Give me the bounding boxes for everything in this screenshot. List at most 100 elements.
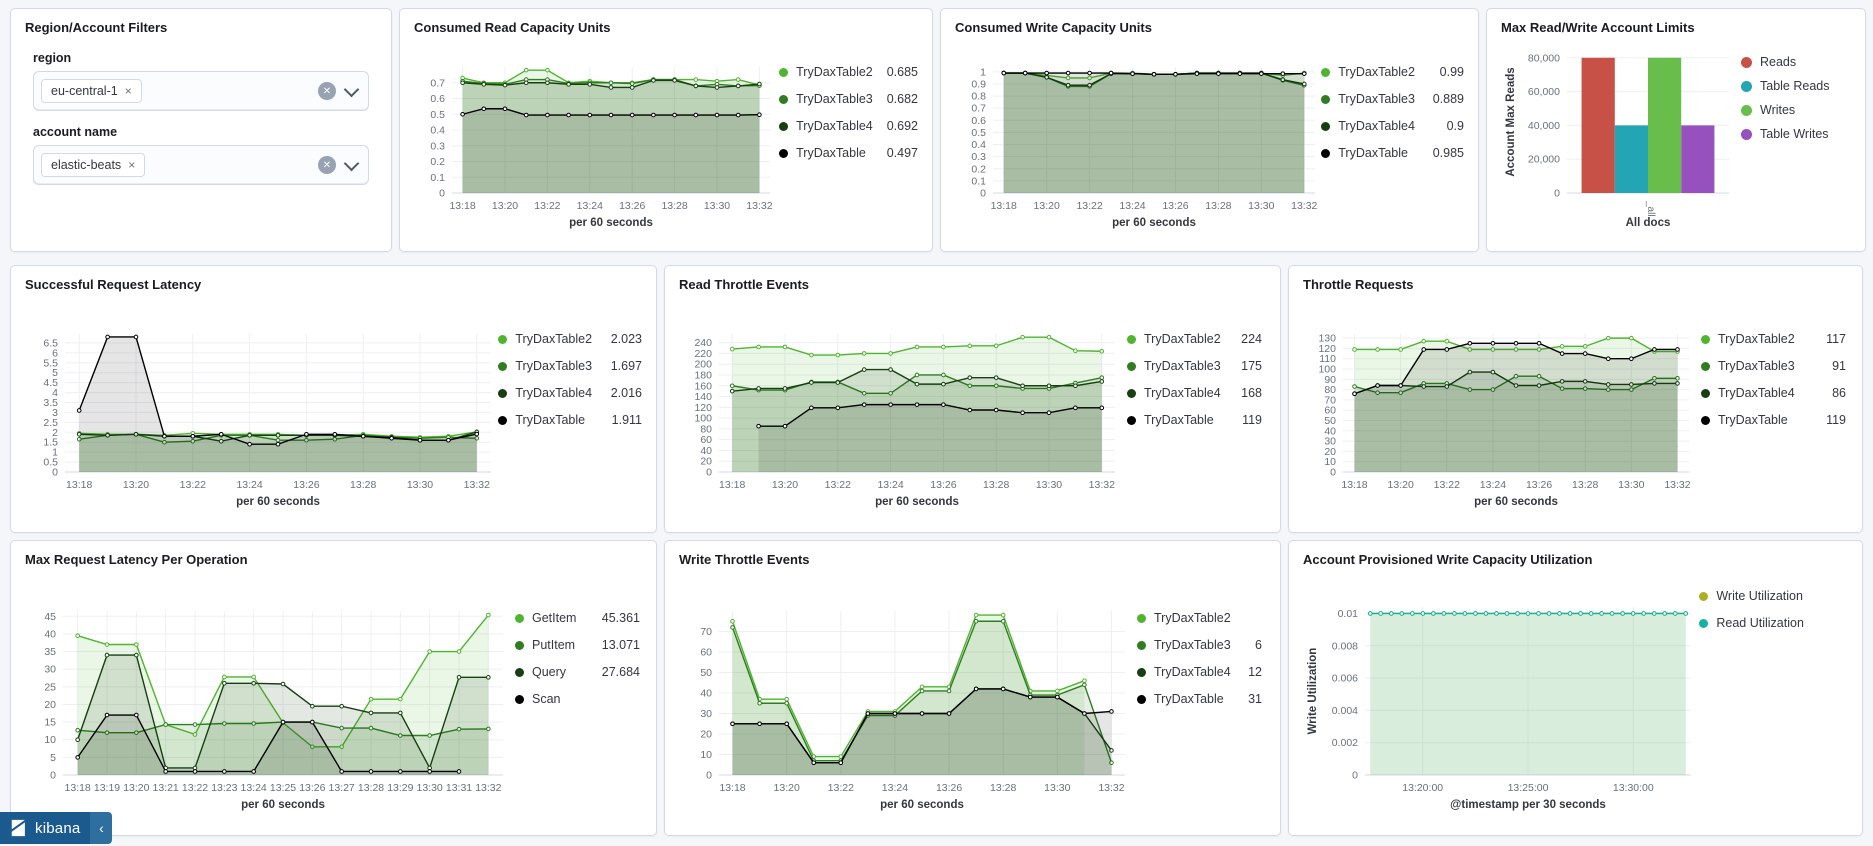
write-utilization-chart[interactable]: 0.01 0.008 0.006 0.004 0.002 0 13:20:00 13:25:0… [1303,571,1699,823]
legend-item[interactable]: TryDaxTable2 117 [1701,332,1846,346]
svg-text:13:20: 13:20 [772,479,798,491]
legend-item[interactable]: Writes [1741,103,1846,117]
legend-dot-icon [1127,388,1136,398]
legend-series-value: 45.361 [601,611,640,625]
account-combobox[interactable]: elastic-beats × ✕ [33,145,369,185]
svg-text:3: 3 [52,407,58,419]
legend-item[interactable]: TryDaxTable 1.911 [498,413,642,427]
legend-item[interactable]: TryDaxTable2 [1137,611,1262,625]
chart-legend: TryDaxTable2 117 TryDaxTable3 91 TryDaxTable… [1701,332,1846,518]
legend-item[interactable]: TryDaxTable4 0.9 [1321,119,1464,133]
chevron-down-icon[interactable] [343,155,360,171]
legend-item[interactable]: TryDaxTable 0.985 [1321,146,1464,160]
svg-text:13:28: 13:28 [358,782,384,794]
legend-item[interactable]: TryDaxTable 31 [1137,692,1262,706]
account-field-label: account name [33,125,118,139]
svg-text:30: 30 [700,708,712,720]
legend-series-value: 12 [1248,665,1262,679]
clear-account-icon[interactable]: ✕ [318,156,336,174]
legend-item[interactable]: TryDaxTable3 91 [1701,359,1846,373]
legend-item[interactable]: TryDaxTable4 12 [1137,665,1262,679]
svg-text:13:18: 13:18 [65,782,91,794]
legend-series-name: Table Reads [1760,79,1830,93]
legend-item[interactable]: Scan [515,692,640,706]
legend-item[interactable]: Read Utilization [1699,616,1848,630]
remove-account-pill-icon[interactable]: × [128,158,136,172]
legend-dot-icon [515,694,524,704]
region-filter-pill[interactable]: eu-central-1 × [41,79,142,103]
svg-text:13:27: 13:27 [329,782,355,794]
svg-text:13:32: 13:32 [1089,479,1115,491]
account-filter-pill[interactable]: elastic-beats × [41,153,146,177]
clear-region-icon[interactable]: ✕ [318,82,336,100]
svg-text:13:18: 13:18 [449,200,475,212]
svg-text:13:26: 13:26 [1526,479,1552,491]
legend-item[interactable]: TryDaxTable3 6 [1137,638,1262,652]
svg-text:30: 30 [1324,436,1336,448]
legend-item[interactable]: TryDaxTable3 0.682 [779,92,918,106]
remove-region-pill-icon[interactable]: × [124,84,132,98]
legend-item[interactable]: TryDaxTable 119 [1701,413,1846,427]
legend-item[interactable]: TryDaxTable3 175 [1127,359,1262,373]
legend-item[interactable]: TryDaxTable3 1.697 [498,359,642,373]
collapse-chevron-icon[interactable]: ‹ [90,812,113,844]
chart-legend: TryDaxTable2 224 TryDaxTable3 175 TryDaxTabl… [1127,332,1262,518]
legend-dot-icon [1321,67,1331,77]
legend-series-name: TryDaxTable [1144,413,1214,427]
legend-item[interactable]: TryDaxTable2 224 [1127,332,1262,346]
request-latency-chart[interactable]: 6.565.554.543.532.521.510.50 13:18 13:20 13… [25,296,498,518]
svg-text:0: 0 [1330,467,1336,479]
chart-legend: TryDaxTable2 0.99 TryDaxTable3 0.889 TryDaxT… [1321,65,1464,239]
legend-item[interactable]: TryDaxTable4 0.692 [779,119,918,133]
panel-title: Write Throttle Events [679,552,810,567]
svg-text:13:22: 13:22 [1076,200,1102,212]
svg-text:80: 80 [1324,384,1336,396]
legend-item[interactable]: TryDaxTable3 0.889 [1321,92,1464,106]
legend-series-name: TryDaxTable4 [515,386,593,400]
svg-text:13:31: 13:31 [446,782,472,794]
account-limits-bar-chart[interactable]: 80,000 60,000 40,000 20,000 0 All docs Account… [1501,39,1741,247]
legend-dot-icon [1741,56,1752,68]
svg-text:60: 60 [700,647,712,659]
legend-item[interactable]: Reads [1741,55,1846,69]
legend-dot-icon [779,94,789,104]
legend-item[interactable]: TryDaxTable 119 [1127,413,1262,427]
legend-item[interactable]: Write Utilization [1699,589,1848,603]
chevron-down-icon[interactable] [343,81,360,97]
legend-series-value: 117 [1826,332,1846,346]
legend-item[interactable]: TryDaxTable4 2.016 [498,386,642,400]
legend-item[interactable]: TryDaxTable4 168 [1127,386,1262,400]
svg-text:0: 0 [706,467,712,479]
legend-item[interactable]: PutItem 13.071 [515,638,640,652]
legend-item[interactable]: TryDaxTable 0.497 [779,146,918,160]
svg-text:13:28: 13:28 [661,200,687,212]
kibana-logo-block[interactable]: kibana [0,812,91,844]
svg-text:0: 0 [52,467,58,479]
legend-item[interactable]: Table Reads [1741,79,1846,93]
legend-item[interactable]: TryDaxTable2 2.023 [498,332,642,346]
legend-item[interactable]: Query 27.684 [515,665,640,679]
svg-text:50: 50 [700,667,712,679]
panel-max-read-write-limits: Max Read/Write Account Limits 80,000 60,0… [1486,8,1866,252]
legend-item[interactable]: GetItem 45.361 [515,611,640,625]
svg-text:13:19: 13:19 [94,782,120,794]
legend-series-name: Reads [1760,55,1797,69]
write-throttle-chart[interactable]: 70 60 50 40 30 20 10 0 13:18 13:20 13:22 13:24 13:26… [679,571,1137,823]
svg-text:13:22: 13:22 [182,782,208,794]
legend-item[interactable]: TryDaxTable2 0.99 [1321,65,1464,79]
consumed-write-chart[interactable]: 10.90.80.70.60.50.40.30.20.10 13:18 13:20 1… [955,39,1321,239]
dashboard-row-3: Max Request Latency Per Operation 45 40 35… [0,540,1873,836]
region-combobox[interactable]: eu-central-1 × ✕ [33,71,369,111]
legend-series-name: Read Utilization [1716,616,1804,630]
svg-text:13:26: 13:26 [299,782,325,794]
legend-item[interactable]: TryDaxTable2 0.685 [779,65,918,79]
consumed-read-chart[interactable]: 0.7 0.6 0.5 0.4 0.3 0.2 0.1 0 13:18 13:20 13:22 13:… [414,39,779,239]
legend-item[interactable]: TryDaxTable4 86 [1701,386,1846,400]
svg-text:3.5: 3.5 [43,397,58,409]
legend-item[interactable]: Table Writes [1741,127,1846,141]
svg-text:per 60 seconds: per 60 seconds [236,496,320,508]
legend-series-name: TryDaxTable4 [1338,119,1415,133]
